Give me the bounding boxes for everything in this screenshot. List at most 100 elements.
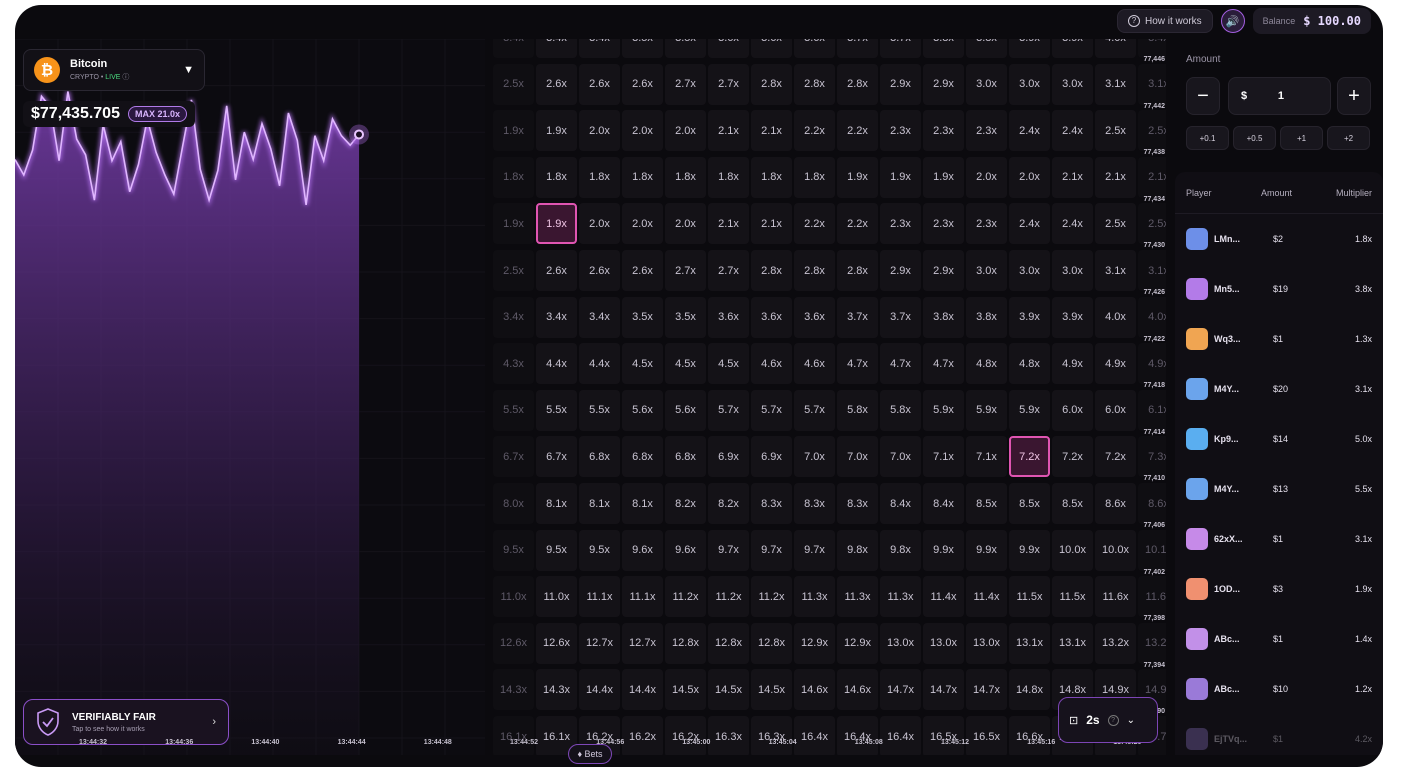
verifiably-fair-banner[interactable]: VERIFIABLY FAIR Tap to see how it works …: [23, 699, 229, 745]
grid-cell[interactable]: 1.9x: [493, 110, 534, 152]
grid-cell[interactable]: 4.4x: [579, 343, 620, 385]
grid-cell[interactable]: 9.9x: [966, 529, 1007, 571]
grid-cell[interactable]: 3.4x: [579, 39, 620, 58]
grid-cell[interactable]: 13.0x: [966, 622, 1007, 664]
grid-cell[interactable]: 11.3x: [794, 576, 835, 618]
grid-cell[interactable]: 8.5x: [1052, 483, 1093, 524]
grid-cell[interactable]: 3.0x: [1009, 250, 1050, 291]
grid-cell[interactable]: 4.5x: [708, 343, 749, 385]
grid-cell[interactable]: 3.9x: [1009, 39, 1050, 58]
grid-cell[interactable]: 8.3x: [794, 483, 835, 524]
grid-cell[interactable]: 7.0x: [794, 436, 835, 478]
grid-cell[interactable]: 5.8x: [837, 389, 878, 431]
grid-cell[interactable]: 7.1x: [966, 436, 1007, 478]
grid-cell[interactable]: 3.9x: [1052, 296, 1093, 338]
grid-cell[interactable]: 4.8x: [1009, 343, 1050, 385]
grid-cell[interactable]: 2.3x: [880, 110, 921, 152]
grid-cell[interactable]: 16.3x: [708, 716, 749, 755]
grid-cell[interactable]: 1.9x: [837, 156, 878, 198]
grid-cell[interactable]: 14.7x: [880, 669, 921, 711]
grid-cell[interactable]: 5.9x: [923, 389, 964, 431]
grid-cell[interactable]: 14.5x: [665, 669, 706, 711]
grid-cell[interactable]: 2.0x: [1009, 156, 1050, 198]
grid-cell[interactable]: 2.1x: [708, 203, 749, 245]
grid-cell[interactable]: 11.0x: [536, 576, 577, 618]
grid-cell[interactable]: 3.6x: [794, 39, 835, 58]
grid-cell[interactable]: 2.2x: [837, 110, 878, 152]
grid-cell[interactable]: 5.6x: [665, 389, 706, 431]
grid-cell[interactable]: 2.5x: [493, 63, 534, 105]
grid-cell[interactable]: 16.4x: [880, 716, 921, 755]
grid-cell[interactable]: 16.2x: [665, 716, 706, 755]
grid-cell[interactable]: 2.9x: [923, 250, 964, 291]
grid-cell[interactable]: 3.0x: [1052, 250, 1093, 291]
grid-cell[interactable]: 3.0x: [1052, 63, 1093, 105]
grid-cell[interactable]: 3.7x: [880, 296, 921, 338]
grid-cell[interactable]: 8.1x: [536, 483, 577, 524]
grid-cell-edge[interactable]: 4.9x: [1138, 343, 1166, 385]
grid-cell[interactable]: 11.2x: [751, 576, 792, 618]
grid-cell[interactable]: 1.9x: [536, 110, 577, 152]
grid-cell[interactable]: 1.8x: [665, 156, 706, 198]
grid-cell[interactable]: 12.9x: [794, 622, 835, 664]
grid-cell[interactable]: 8.6x: [1095, 483, 1136, 524]
grid-cell[interactable]: 7.2x: [1052, 436, 1093, 478]
grid-cell[interactable]: 3.5x: [665, 39, 706, 58]
grid-cell[interactable]: 11.4x: [923, 576, 964, 618]
grid-cell-edge[interactable]: 2.5x: [1138, 110, 1166, 152]
grid-cell-edge[interactable]: 8.6x: [1138, 483, 1166, 524]
grid-cell-edge[interactable]: 3.4x: [1138, 39, 1166, 58]
grid-cell[interactable]: 8.0x: [493, 483, 534, 524]
grid-cell[interactable]: 2.0x: [579, 203, 620, 245]
grid-cell[interactable]: 6.9x: [708, 436, 749, 478]
grid-cell[interactable]: 3.7x: [880, 39, 921, 58]
grid-cell[interactable]: 5.9x: [966, 389, 1007, 431]
grid-cell[interactable]: 11.1x: [579, 576, 620, 618]
grid-cell[interactable]: 4.0x: [1095, 39, 1136, 58]
grid-cell[interactable]: 2.8x: [794, 250, 835, 291]
grid-cell[interactable]: 8.3x: [751, 483, 792, 524]
grid-cell[interactable]: 4.7x: [880, 343, 921, 385]
grid-cell-edge[interactable]: 11.6x: [1138, 576, 1166, 618]
grid-cell[interactable]: 2.3x: [923, 110, 964, 152]
grid-cell[interactable]: 6.7x: [536, 436, 577, 478]
grid-cell[interactable]: 8.2x: [708, 483, 749, 524]
grid-cell-edge[interactable]: 3.1x: [1138, 63, 1166, 105]
grid-cell[interactable]: 3.8x: [966, 39, 1007, 58]
grid-cell[interactable]: 2.0x: [622, 203, 663, 245]
grid-cell[interactable]: 14.3x: [493, 669, 534, 711]
grid-cell[interactable]: 2.6x: [622, 63, 663, 105]
grid-cell[interactable]: 7.1x: [923, 436, 964, 478]
grid-cell-edge[interactable]: 3.1x: [1138, 250, 1166, 291]
grid-cell[interactable]: 12.7x: [622, 622, 663, 664]
grid-cell[interactable]: 2.3x: [966, 203, 1007, 245]
grid-cell[interactable]: 14.3x: [536, 669, 577, 711]
grid-cell[interactable]: 4.6x: [751, 343, 792, 385]
grid-cell[interactable]: 3.5x: [622, 296, 663, 338]
grid-cell[interactable]: 5.7x: [794, 389, 835, 431]
grid-cell[interactable]: 2.6x: [579, 63, 620, 105]
grid-cell[interactable]: 8.5x: [966, 483, 1007, 524]
grid-cell[interactable]: 5.5x: [579, 389, 620, 431]
grid-cell[interactable]: 3.6x: [794, 296, 835, 338]
grid-cell[interactable]: 5.6x: [622, 389, 663, 431]
grid-cell[interactable]: 14.6x: [794, 669, 835, 711]
grid-cell[interactable]: 12.8x: [751, 622, 792, 664]
grid-cell[interactable]: 1.8x: [794, 156, 835, 198]
grid-cell[interactable]: 16.1x: [493, 716, 534, 755]
grid-cell[interactable]: 16.5x: [923, 716, 964, 755]
grid-cell[interactable]: 3.9x: [1009, 296, 1050, 338]
grid-cell[interactable]: 2.8x: [794, 63, 835, 105]
grid-cell[interactable]: 14.7x: [923, 669, 964, 711]
bets-button[interactable]: ♦ Bets: [568, 744, 612, 764]
grid-cell[interactable]: 10.0x: [1052, 529, 1093, 571]
grid-cell[interactable]: 9.6x: [622, 529, 663, 571]
grid-cell[interactable]: 1.9x: [880, 156, 921, 198]
grid-cell[interactable]: 4.8x: [966, 343, 1007, 385]
grid-cell[interactable]: 3.1x: [1095, 250, 1136, 291]
grid-cell[interactable]: 2.4x: [1052, 203, 1093, 245]
grid-cell[interactable]: 14.8x: [1009, 669, 1050, 711]
grid-cell[interactable]: 3.0x: [1009, 63, 1050, 105]
grid-cell[interactable]: 2.9x: [923, 63, 964, 105]
quick-add-0.1-button[interactable]: +0.1: [1186, 126, 1229, 150]
